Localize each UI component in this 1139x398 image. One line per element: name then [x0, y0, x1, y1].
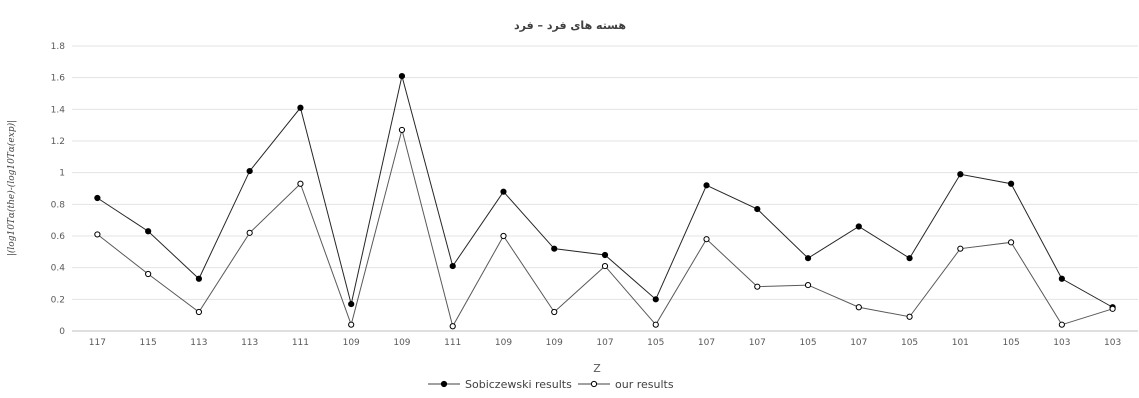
- x-tick-label: 109: [343, 338, 360, 348]
- data-point-sobiczewski: [398, 72, 406, 80]
- x-tick-label: 103: [1053, 338, 1070, 348]
- y-tick-label: 0.4: [51, 264, 66, 274]
- chart-title: هسته های فرد – فرد: [514, 19, 626, 32]
- data-point-our-results: [1058, 321, 1065, 328]
- data-point-our-results: [804, 281, 812, 289]
- data-point-our-results: [855, 304, 862, 311]
- data-point-sobiczewski: [195, 275, 203, 282]
- legend-label: our results: [615, 378, 674, 391]
- data-point-our-results: [1109, 305, 1116, 312]
- data-point-our-results: [906, 313, 913, 320]
- x-tick-label: 105: [647, 338, 664, 348]
- data-point-sobiczewski: [94, 194, 101, 202]
- data-point-our-results: [94, 231, 101, 238]
- series-layer: [94, 72, 1116, 330]
- data-point-sobiczewski: [297, 104, 304, 111]
- data-point-our-results: [398, 126, 406, 134]
- data-point-our-results: [601, 262, 609, 270]
- x-tick-label: 109: [393, 338, 410, 348]
- legend-marker: [440, 380, 448, 388]
- x-tick-label: 105: [901, 338, 918, 348]
- data-point-our-results: [500, 232, 507, 240]
- x-tick-label: 113: [190, 338, 207, 348]
- legend-item-our-results: our results: [578, 378, 674, 391]
- y-axis-label: |(log10Tα(the)-(log10Tα(exp)|: [6, 120, 17, 256]
- data-point-sobiczewski: [703, 182, 710, 189]
- legend: Sobiczewski results our results: [428, 378, 674, 391]
- x-tick-label: 109: [495, 338, 512, 348]
- x-tick-label: 111: [292, 338, 309, 348]
- data-point-sobiczewski: [1058, 275, 1065, 282]
- legend-item-sobiczewski: Sobiczewski results: [428, 378, 572, 391]
- y-tick-label: 0: [59, 327, 65, 337]
- x-tick-label: 107: [596, 338, 613, 348]
- data-point-sobiczewski: [957, 171, 964, 178]
- data-point-sobiczewski: [754, 205, 761, 213]
- data-point-sobiczewski: [551, 245, 558, 252]
- x-tick-label: 107: [749, 338, 766, 348]
- data-point-our-results: [1007, 239, 1015, 246]
- data-point-our-results: [449, 323, 456, 330]
- x-tick-label: 117: [89, 338, 106, 348]
- x-tick-labels: 117 115 113 113 111 109 109 111 109 109 107 105 107 1…: [89, 338, 1121, 348]
- y-tick-label: 1.2: [51, 137, 65, 147]
- legend-marker: [590, 380, 598, 388]
- y-tick-label: 1: [59, 169, 65, 179]
- x-tick-label: 105: [1003, 338, 1020, 348]
- data-point-sobiczewski: [348, 300, 355, 308]
- data-point-our-results: [348, 321, 355, 328]
- data-point-our-results: [754, 283, 761, 290]
- data-point-sobiczewski: [500, 188, 507, 195]
- data-point-sobiczewski: [652, 296, 659, 303]
- data-point-sobiczewski: [855, 223, 862, 230]
- data-point-sobiczewski: [906, 255, 913, 262]
- data-point-our-results: [551, 308, 558, 316]
- data-point-our-results: [195, 308, 203, 316]
- x-tick-label: 101: [952, 338, 969, 348]
- x-tick-label: 115: [140, 338, 157, 348]
- x-tick-label: 107: [698, 338, 715, 348]
- x-tick-label: 105: [799, 338, 816, 348]
- data-point-sobiczewski: [246, 167, 253, 175]
- data-point-sobiczewski: [449, 262, 456, 270]
- data-point-sobiczewski: [145, 228, 152, 235]
- y-tick-label: 1.8: [51, 42, 66, 52]
- y-tick-label: 1.4: [51, 105, 66, 115]
- data-point-sobiczewski: [601, 251, 609, 259]
- legend-label: Sobiczewski results: [465, 378, 572, 391]
- data-point-our-results: [652, 321, 659, 328]
- data-point-sobiczewski: [804, 255, 812, 262]
- x-tick-label: 107: [850, 338, 867, 348]
- data-point-our-results: [703, 236, 710, 243]
- data-point-sobiczewski: [1007, 180, 1015, 187]
- y-tick-label: 0.8: [51, 200, 66, 210]
- y-tick-label: 0.6: [51, 232, 66, 242]
- x-tick-label: 113: [241, 338, 258, 348]
- x-tick-label: 103: [1104, 338, 1121, 348]
- y-tick-labels: 0 0.2 0.4 0.6 0.8 1 1.2 1.4 1.6 1.8: [51, 42, 66, 337]
- series-our-results: [94, 126, 1116, 330]
- y-tick-label: 0.2: [51, 295, 65, 305]
- data-point-our-results: [957, 245, 964, 252]
- data-point-our-results: [145, 270, 152, 278]
- x-tick-label: 111: [444, 338, 461, 348]
- x-axis-label: Z: [593, 362, 601, 375]
- data-point-our-results: [297, 180, 304, 187]
- data-point-our-results: [246, 229, 253, 236]
- x-tick-label: 109: [546, 338, 563, 348]
- y-tick-label: 1.6: [51, 74, 66, 84]
